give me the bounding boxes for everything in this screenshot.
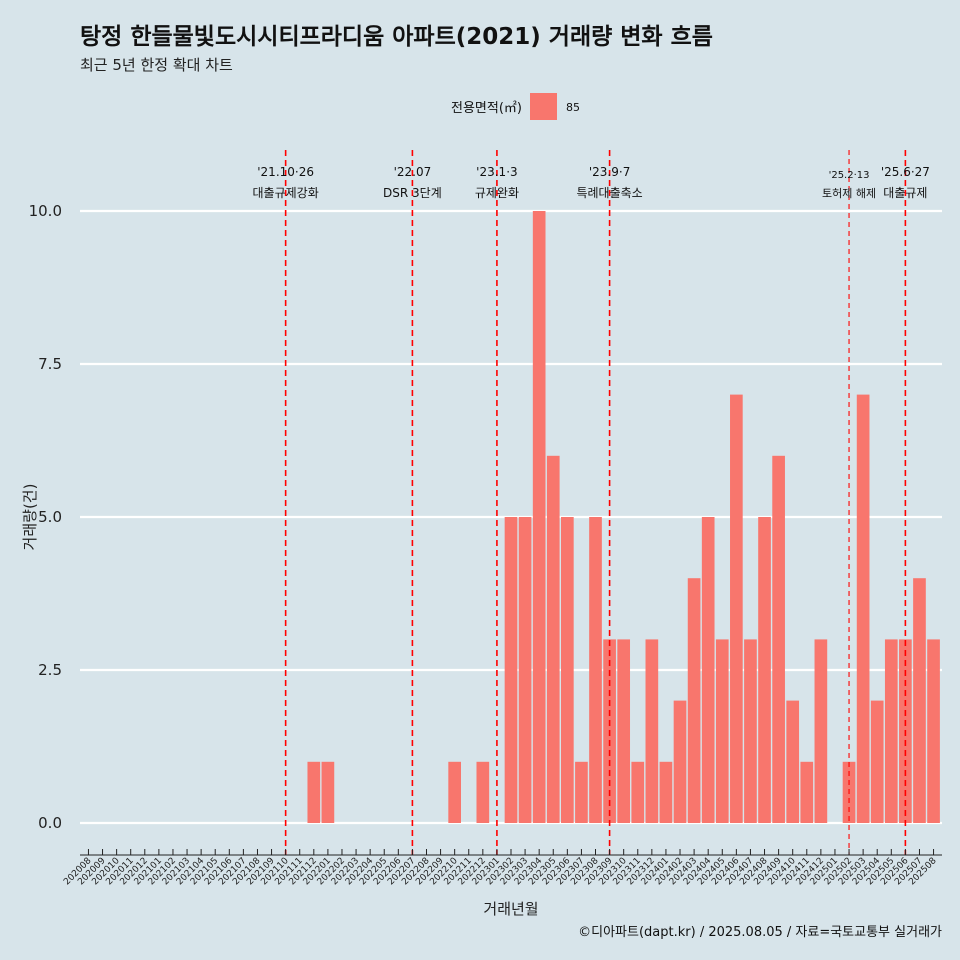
event-text-label: 특례대출축소 <box>576 186 642 200</box>
legend-title: 전용면적(㎡) <box>451 101 522 116</box>
bar-202507 <box>913 578 926 823</box>
y-tick-label: 7.5 <box>38 355 62 373</box>
bar-202410 <box>786 700 800 823</box>
bar-202404 <box>701 517 715 823</box>
y-axis-title: 거래량(건) <box>21 484 39 551</box>
source-caption: ©디아파트(dapt.kr) / 2025.08.05 / 자료=국토교통부 실… <box>578 925 942 940</box>
bar-202302 <box>504 517 518 823</box>
bar-202407 <box>744 639 757 823</box>
event-markers: '21.10·26 대출규제강화 '22.07 DSR 3단계 '23.1·3 규제완화 '… <box>253 150 930 855</box>
bar-202305 <box>546 455 560 823</box>
x-axis-title: 거래년월 <box>483 900 538 918</box>
bar-202312 <box>645 639 659 823</box>
bars <box>307 211 940 823</box>
bar-202307 <box>575 761 588 823</box>
bar-202406 <box>730 394 743 823</box>
legend: 전용면적(㎡) 85 <box>451 93 580 120</box>
bar-202304 <box>532 211 546 823</box>
bar-202306 <box>561 517 574 823</box>
bar-202303 <box>518 517 532 823</box>
bar-202401 <box>659 761 673 823</box>
event-date-label: '25.6·27 <box>881 165 930 179</box>
bar-202308 <box>589 517 602 823</box>
event-date-label: '25.2·13 <box>829 170 870 181</box>
bar-202508 <box>927 639 940 823</box>
event-date-label: '23.1·3 <box>476 165 517 179</box>
y-tick-label: 2.5 <box>38 661 62 679</box>
bar-202405 <box>715 639 729 823</box>
bar-202201 <box>321 761 335 823</box>
x-axis: 2020082020092020102020112020122021012021… <box>62 849 942 887</box>
bar-202210 <box>448 761 461 823</box>
event-text-label: 규제완화 <box>475 186 519 200</box>
bar-202402 <box>673 700 687 823</box>
event-text-label: 대출규제 <box>883 186 927 200</box>
bar-202112 <box>307 761 321 823</box>
bar-202503 <box>856 394 870 823</box>
chart-title: 탕정 한들물빛도시시티프라디움 아파트(2021) 거래량 변화 흐름 <box>80 24 713 50</box>
bar-202212 <box>476 761 490 823</box>
bar-202412 <box>814 639 828 823</box>
legend-label-85: 85 <box>566 101 580 114</box>
bar-202408 <box>758 517 771 823</box>
chart-subtitle: 최근 5년 한정 확대 차트 <box>80 56 233 74</box>
y-axis-tick-labels: 0.0 2.5 5.0 7.5 10.0 <box>29 202 62 832</box>
bar-202505 <box>884 639 898 823</box>
bar-202409 <box>772 455 785 823</box>
event-date-label: '22.07 <box>394 165 432 179</box>
bar-202504 <box>870 700 884 823</box>
legend-swatch-85 <box>530 93 557 120</box>
event-date-label: '23.9·7 <box>589 165 630 179</box>
y-tick-label: 10.0 <box>29 202 62 220</box>
event-text-label: DSR 3단계 <box>383 186 442 200</box>
event-text-label: 토허제 해제 <box>822 186 876 200</box>
y-tick-label: 5.0 <box>38 508 62 526</box>
event-text-label: 대출규제강화 <box>253 186 319 200</box>
y-tick-label: 0.0 <box>38 814 62 832</box>
event-date-label: '21.10·26 <box>257 165 314 179</box>
bar-202411 <box>800 761 814 823</box>
bar-202403 <box>687 578 701 823</box>
bar-202311 <box>631 761 645 823</box>
bar-202310 <box>617 639 631 823</box>
